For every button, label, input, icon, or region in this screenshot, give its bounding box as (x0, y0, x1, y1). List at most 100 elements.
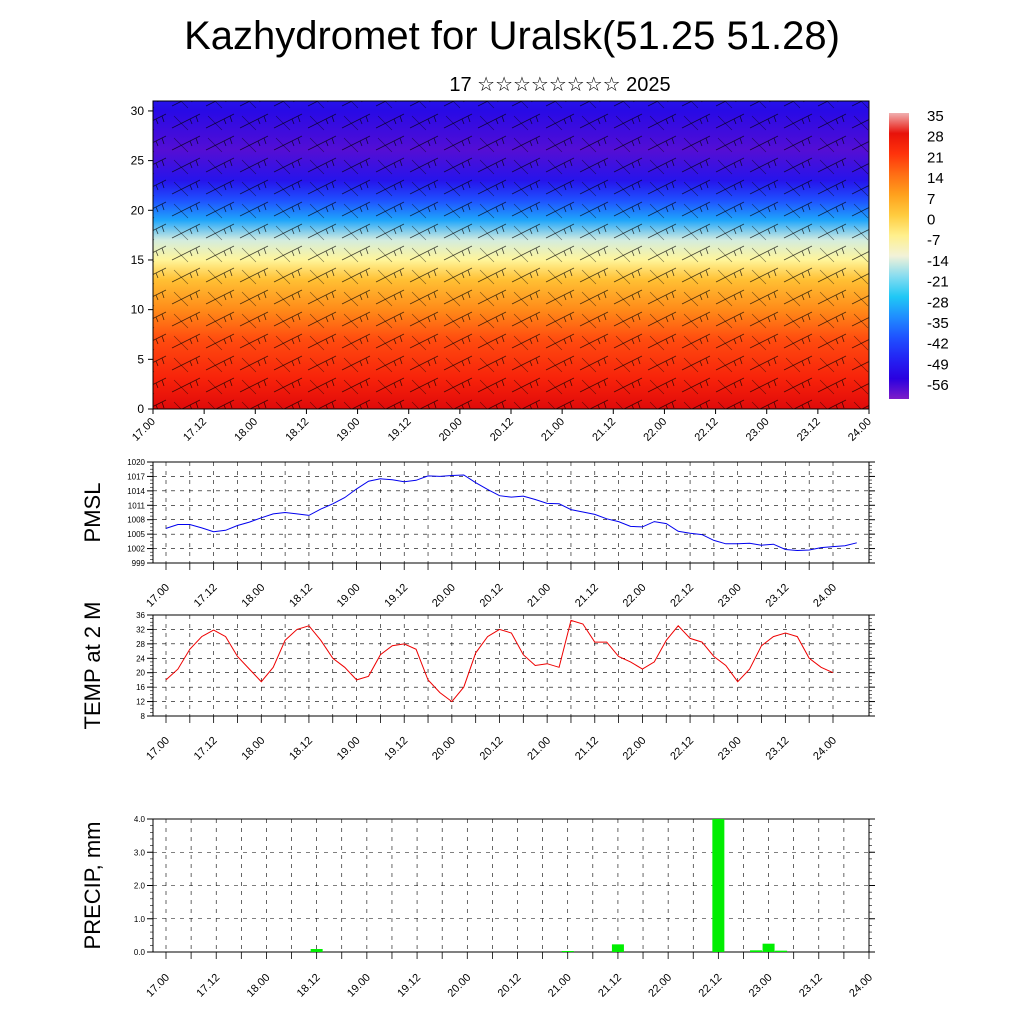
y-tick-label: 32 (136, 625, 145, 634)
x-tick-label: 22.12 (668, 582, 696, 610)
y-tick-label: 16 (136, 683, 145, 692)
x-tick-label: 17.00 (130, 416, 158, 444)
y-axis-title: PMSL (80, 483, 105, 543)
x-tick-label: 23.00 (716, 735, 744, 763)
x-tick-label: 20.12 (488, 416, 516, 444)
y-axis-title: TEMP at 2 M (80, 602, 105, 730)
x-tick-label: 17.12 (194, 972, 222, 1000)
plot-frame (152, 818, 870, 953)
x-tick-label: 20.12 (496, 972, 524, 1000)
x-tick-label: 17.00 (144, 735, 172, 763)
x-tick-label: 22.12 (668, 735, 696, 763)
colorbar-label: -14 (927, 253, 949, 270)
colorbar-label: 0 (927, 212, 935, 229)
y-tick-label: 30 (131, 104, 145, 118)
y-tick-label: 1011 (128, 501, 146, 510)
x-tick-label: 19.00 (335, 416, 363, 444)
x-tick-label: 20.00 (430, 735, 458, 763)
y-tick-label: 5 (137, 352, 144, 366)
x-tick-label: 18.12 (283, 416, 311, 444)
y-tick-label: 25 (131, 154, 145, 168)
x-tick-label: 24.00 (846, 416, 874, 444)
colorbar-label: 28 (927, 129, 944, 146)
x-tick-label: 23.00 (716, 582, 744, 610)
y-tick-label: 1020 (127, 458, 145, 467)
x-tick-label: 22.12 (693, 416, 721, 444)
x-tick-label: 24.00 (847, 972, 875, 1000)
colorbar (889, 113, 909, 399)
precip-bar (762, 943, 775, 952)
y-tick-label: 2.0 (134, 882, 146, 891)
colorbar-label: -7 (927, 232, 940, 249)
y-tick-label: 999 (132, 559, 146, 568)
precip-bar (611, 944, 624, 952)
y-tick-label: 8 (141, 712, 146, 721)
y-tick-label: 1.0 (134, 915, 146, 924)
x-tick-label: 23.00 (744, 416, 772, 444)
y-tick-label: 1002 (127, 545, 145, 554)
y-tick-label: 3.0 (134, 848, 146, 857)
x-tick-label: 22.00 (646, 972, 674, 1000)
x-tick-label: 19.12 (382, 735, 410, 763)
y-tick-label: 12 (136, 698, 145, 707)
plot-frame (152, 461, 870, 564)
x-tick-label: 17.12 (181, 416, 209, 444)
x-tick-label: 19.12 (386, 416, 414, 444)
x-tick-label: 19.00 (335, 735, 363, 763)
x-tick-label: 23.12 (797, 972, 825, 1000)
x-tick-label: 20.12 (478, 582, 506, 610)
x-tick-label: 21.12 (573, 735, 601, 763)
x-tick-label: 18.12 (295, 972, 323, 1000)
x-tick-label: 19.00 (335, 582, 363, 610)
chart-title: Kazhydromet for Uralsk(51.25 51.28) (184, 14, 840, 58)
precip-bar (750, 950, 763, 952)
x-tick-label: 21.00 (546, 972, 574, 1000)
colorbar-label: -49 (927, 356, 949, 373)
x-tick-label: 17.12 (192, 735, 220, 763)
x-tick-label: 21.00 (539, 416, 567, 444)
x-tick-label: 22.12 (697, 972, 725, 1000)
colorbar-label: 35 (927, 108, 944, 125)
y-tick-label: 24 (136, 654, 145, 663)
x-tick-label: 23.12 (764, 735, 792, 763)
colorbar-label: -56 (927, 377, 949, 394)
y-tick-label: 1005 (127, 530, 145, 539)
x-tick-label: 20.00 (430, 582, 458, 610)
x-tick-label: 21.00 (525, 582, 553, 610)
x-tick-label: 17.00 (144, 972, 172, 1000)
precip-bar (310, 949, 323, 952)
x-tick-label: 17.00 (144, 582, 172, 610)
colorbar-label: -42 (927, 336, 949, 353)
colorbar-label: -28 (927, 294, 949, 311)
x-tick-label: 22.00 (621, 582, 649, 610)
x-tick-label: 21.12 (596, 972, 624, 1000)
precip-bar (712, 819, 725, 952)
x-tick-label: 20.12 (478, 735, 506, 763)
x-tick-label: 23.12 (795, 416, 823, 444)
precip-bar (775, 950, 788, 952)
x-tick-label: 21.00 (525, 735, 553, 763)
y-tick-label: 28 (136, 640, 145, 649)
x-tick-label: 18.12 (287, 582, 315, 610)
y-tick-label: 1017 (127, 472, 145, 481)
x-tick-label: 22.00 (621, 735, 649, 763)
y-tick-label: 36 (136, 611, 145, 620)
x-tick-label: 23.12 (764, 582, 792, 610)
y-tick-label: 1014 (127, 487, 145, 496)
y-tick-label: 1008 (127, 516, 145, 525)
y-tick-label: 20 (131, 203, 145, 217)
chart-subtitle: 17 ☆☆☆☆☆☆☆☆ 2025 (449, 74, 671, 96)
x-tick-label: 21.12 (573, 582, 601, 610)
y-tick-label: 0 (137, 402, 144, 416)
x-tick-label: 24.00 (811, 735, 839, 763)
pmsl-line (165, 474, 857, 552)
wind-barbs (153, 101, 869, 409)
colorbar-label: -35 (927, 315, 949, 332)
y-tick-label: 15 (131, 253, 145, 267)
x-tick-label: 18.12 (287, 735, 315, 763)
x-tick-label: 18.00 (239, 582, 267, 610)
x-tick-label: 19.12 (395, 972, 423, 1000)
x-tick-label: 21.12 (590, 416, 618, 444)
x-tick-label: 22.00 (641, 416, 669, 444)
